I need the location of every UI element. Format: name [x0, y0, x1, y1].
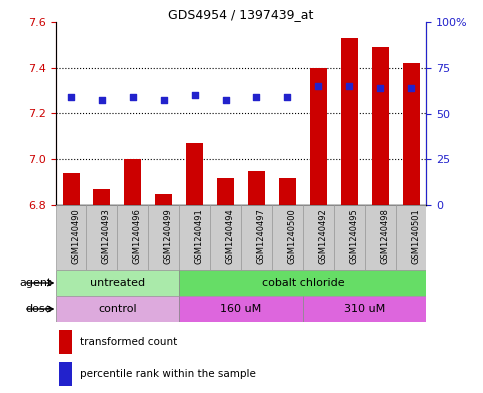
Text: GSM1240494: GSM1240494	[226, 208, 235, 264]
Point	[284, 94, 291, 101]
Text: GSM1240501: GSM1240501	[411, 208, 420, 264]
Bar	[334, 205, 365, 270]
Bar	[310, 68, 327, 205]
Bar	[402, 63, 420, 205]
Bar	[272, 205, 303, 270]
Point	[407, 85, 415, 92]
Bar	[186, 143, 203, 205]
Point	[160, 97, 168, 103]
Point	[345, 83, 353, 89]
Text: GSM1240491: GSM1240491	[195, 208, 204, 264]
Bar	[279, 178, 296, 205]
Bar	[93, 189, 111, 205]
Text: 310 uM: 310 uM	[344, 304, 385, 314]
Bar	[62, 173, 80, 205]
Text: GSM1240498: GSM1240498	[380, 208, 389, 264]
Bar	[341, 38, 358, 205]
Text: control: control	[98, 304, 137, 314]
Text: GSM1240493: GSM1240493	[102, 208, 111, 264]
Bar	[124, 159, 142, 205]
Bar	[396, 205, 426, 270]
Bar	[365, 205, 396, 270]
Text: cobalt chloride: cobalt chloride	[261, 278, 344, 288]
Title: GDS4954 / 1397439_at: GDS4954 / 1397439_at	[169, 8, 313, 21]
Point	[98, 97, 106, 103]
Text: GSM1240499: GSM1240499	[164, 208, 173, 264]
Text: GSM1240495: GSM1240495	[349, 208, 358, 264]
Text: GSM1240496: GSM1240496	[133, 208, 142, 264]
Text: 160 uM: 160 uM	[220, 304, 262, 314]
Bar	[148, 205, 179, 270]
Point	[253, 94, 260, 101]
Bar	[179, 296, 303, 322]
Point	[129, 94, 137, 101]
Text: percentile rank within the sample: percentile rank within the sample	[80, 369, 256, 379]
Text: transformed count: transformed count	[80, 337, 177, 347]
Bar	[59, 331, 72, 354]
Point	[314, 83, 322, 89]
Point	[191, 92, 199, 98]
Bar	[303, 296, 426, 322]
Point	[222, 97, 229, 103]
Text: GSM1240490: GSM1240490	[71, 208, 80, 264]
Bar	[56, 205, 86, 270]
Bar	[56, 270, 179, 296]
Bar	[179, 205, 210, 270]
Text: GSM1240492: GSM1240492	[318, 208, 327, 264]
Bar	[371, 47, 389, 205]
Bar	[86, 205, 117, 270]
Text: agent: agent	[19, 278, 52, 288]
Bar	[59, 362, 72, 386]
Bar	[248, 171, 265, 205]
Bar	[155, 194, 172, 205]
Bar	[56, 296, 179, 322]
Text: GSM1240497: GSM1240497	[256, 208, 266, 264]
Bar	[117, 205, 148, 270]
Text: GSM1240500: GSM1240500	[287, 208, 297, 264]
Bar	[217, 178, 234, 205]
Bar	[241, 205, 272, 270]
Bar	[210, 205, 241, 270]
Text: untreated: untreated	[90, 278, 145, 288]
Point	[376, 85, 384, 92]
Bar	[303, 205, 334, 270]
Text: dose: dose	[25, 304, 52, 314]
Point	[67, 94, 75, 101]
Bar	[179, 270, 426, 296]
